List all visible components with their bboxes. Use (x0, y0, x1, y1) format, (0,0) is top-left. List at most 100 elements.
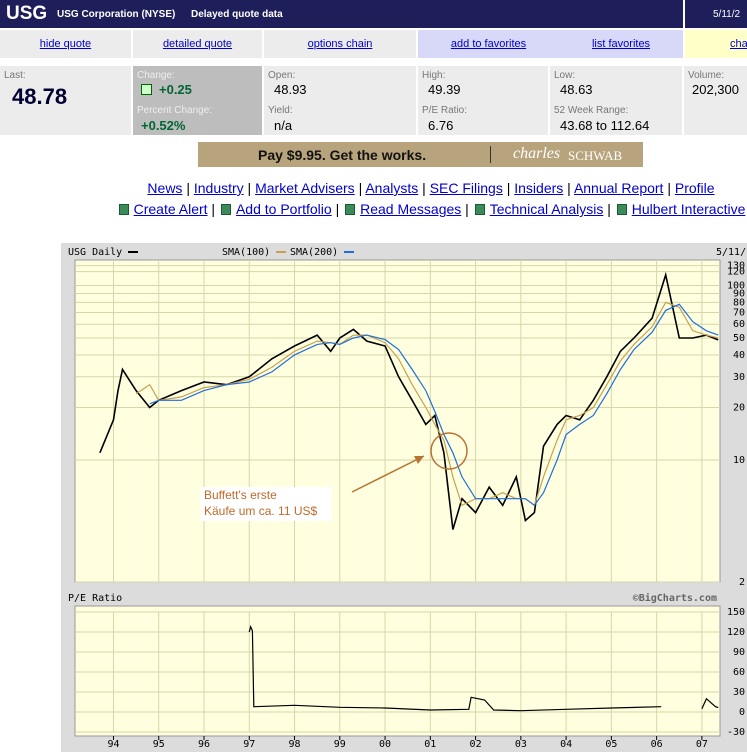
icon (118, 204, 129, 215)
y-tick-label: 80 (733, 297, 745, 308)
nav-cell: detailed quote (133, 30, 262, 58)
nav-link[interactable]: list favorites (591, 38, 651, 50)
chart-title: USG Daily (68, 247, 122, 258)
x-tick-label: 07 (696, 739, 708, 750)
label: Change: (137, 70, 175, 81)
label: Open: (268, 70, 296, 81)
links-row: Create Alert | Add to Portfolio | Read M… (0, 201, 747, 217)
link[interactable]: Analysts (365, 180, 419, 196)
value: 6.76 (428, 118, 454, 133)
nav-cell: add to favorites list favorites (418, 30, 683, 58)
ad-text: Pay $9.95. Get the works. (258, 147, 427, 163)
y-tick-label: 20 (733, 402, 745, 413)
label: Yield: (268, 105, 293, 116)
plot-area (74, 259, 721, 583)
x-tick-label: 97 (243, 739, 255, 750)
arrow-head (414, 456, 424, 464)
nav-link[interactable]: add to favorites (450, 38, 527, 50)
ad-brand-script: charles (513, 145, 561, 162)
series-line (135, 301, 719, 507)
y-tick-label: 30 (733, 372, 745, 383)
series-line (149, 303, 719, 507)
icon (474, 204, 485, 215)
date: 5/11/2 (713, 9, 741, 20)
ad-banner[interactable]: Pay $9.95. Get the works. charles SCHWAB (198, 142, 643, 167)
link[interactable]: News (147, 180, 183, 196)
value: n/a (274, 118, 293, 133)
nav-link[interactable]: detailed quote (162, 38, 233, 50)
quote-open: Open: 48.93 Yield: n/a (264, 66, 416, 135)
company: USG Corporation (NYSE) (57, 9, 176, 20)
value: 48.93 (274, 82, 307, 97)
link[interactable]: Profile (674, 180, 715, 196)
link[interactable]: Technical Analysis (489, 201, 604, 217)
y-tick-label: 90 (733, 647, 745, 658)
y-tick-label: 30 (733, 687, 745, 698)
plot-area (74, 605, 721, 737)
icon (616, 204, 627, 215)
label: Low: (554, 70, 576, 81)
icon (220, 204, 231, 215)
link[interactable]: Annual Report (573, 180, 664, 196)
quote-high: High: 49.39 P/E Ratio: 6.76 (418, 66, 548, 135)
nav-link[interactable]: hide quote (39, 38, 92, 50)
link[interactable]: Create Alert (133, 201, 208, 217)
label: Volume: (688, 70, 725, 81)
y-tick-label: 0 (739, 707, 745, 718)
label: 52 Week Range: (554, 105, 629, 116)
annotation: Buffett's erste (204, 488, 277, 502)
x-tick-label: 00 (379, 739, 391, 750)
x-tick-label: 04 (560, 739, 572, 750)
link[interactable]: Insiders (514, 180, 564, 196)
x-tick-label: 98 (289, 739, 301, 750)
link[interactable]: Read Messages (360, 201, 462, 217)
y-tick-label: 60 (733, 319, 745, 330)
y-tick-label: 120 (727, 627, 745, 638)
credit: ©BigCharts.com (633, 592, 717, 604)
y-tick-label: -30 (727, 727, 745, 738)
link[interactable]: Market Advisers (255, 180, 355, 196)
quote-last: Last: 48.78 (0, 66, 131, 135)
legend-label: SMA(100) (222, 247, 270, 258)
y-tick-label: 50 (733, 333, 745, 344)
links-row: News | Industry | Market Advisers | Anal… (147, 180, 715, 196)
y-tick-label: 2 (739, 577, 745, 588)
link[interactable]: SEC Filings (429, 180, 503, 196)
value: 48.63 (560, 82, 593, 97)
nav-cell: hide quote (0, 30, 131, 58)
value: +0.25 (159, 82, 192, 97)
quote-low: Low: 48.63 52 Week Range: 43.68 to 112.6… (550, 66, 682, 135)
legend-label: SMA(200) (290, 247, 338, 258)
y-tick-label: 130 (727, 261, 745, 272)
value: 202,300 (692, 82, 739, 97)
value: 43.68 to 112.64 (560, 118, 650, 133)
link[interactable]: Industry (193, 180, 244, 196)
quote-volume: Volume: 202,300 (684, 66, 747, 135)
link[interactable]: Hulbert Interactive (631, 201, 746, 217)
chart-title: P/E Ratio (68, 593, 122, 604)
x-tick-label: 95 (153, 739, 165, 750)
annotation: Käufe um ca. 11 US$ (204, 504, 318, 518)
label: P/E Ratio: (422, 105, 468, 116)
y-tick-label: 60 (733, 667, 745, 678)
x-tick-label: 96 (198, 739, 210, 750)
y-tick-label: 70 (733, 308, 745, 319)
value: 48.78 (12, 84, 68, 109)
icon (345, 204, 356, 215)
arrow (351, 455, 425, 493)
y-tick-label: 90 (733, 288, 745, 299)
up-icon (141, 84, 152, 95)
x-tick-label: 03 (515, 739, 527, 750)
nav-link[interactable]: options chain (307, 38, 373, 50)
x-tick-label: 99 (334, 739, 346, 750)
y-tick-label: 120 (727, 267, 745, 278)
divider (490, 146, 491, 163)
nav-link[interactable]: cha (730, 38, 747, 50)
y-tick-label: 100 (727, 281, 745, 292)
series-line (99, 271, 719, 530)
link[interactable]: Add to Portfolio (235, 201, 332, 217)
value: 49.39 (428, 82, 461, 97)
